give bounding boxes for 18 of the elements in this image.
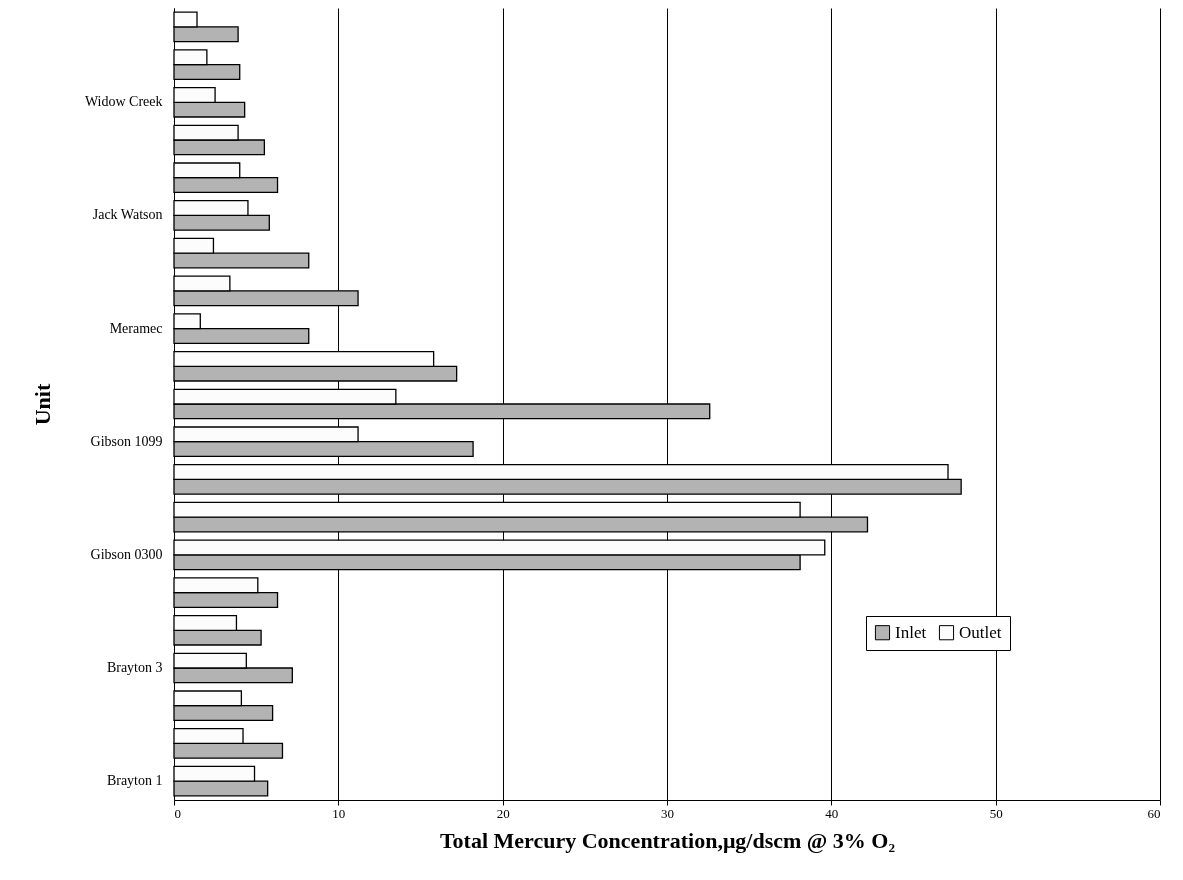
x-tick-label: 10 (332, 805, 346, 821)
legend-label: Inlet (895, 622, 927, 642)
y-tick-label: Jack Watson (92, 207, 163, 223)
y-axis-title: Unit (29, 383, 55, 426)
x-tick-label: 0 (174, 805, 181, 821)
x-tick-label: 30 (661, 805, 674, 821)
y-tick-label: Brayton 1 (106, 773, 163, 789)
y-tick-label: Gibson 1099 (90, 433, 163, 449)
x-tick-label: 40 (825, 805, 839, 821)
y-tick-label: Brayton 3 (106, 660, 163, 675)
y-tick-label: Meramec (109, 320, 163, 336)
y-tick-label: Widow Creek (84, 94, 163, 110)
y-tick-label: Gibson 0300 (90, 546, 163, 562)
x-tick-label: 50 (989, 805, 1003, 821)
x-axis-title: Total Mercury Concentration,μg/dscm @ 3% O₂ (439, 827, 896, 853)
x-tick-label: 60 (1147, 805, 1161, 821)
x-tick-label: 20 (496, 805, 510, 821)
legend-label: Outlet (959, 622, 1002, 642)
